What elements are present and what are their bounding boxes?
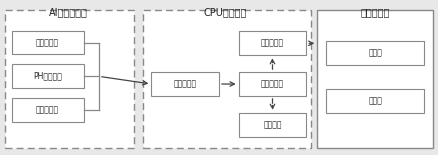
Bar	[12, 31, 84, 54]
Text: AI信号处理端: AI信号处理端	[49, 7, 88, 17]
Bar	[143, 10, 311, 148]
Text: 控制开关组: 控制开关组	[261, 39, 284, 48]
Bar	[12, 98, 84, 122]
Bar	[5, 10, 134, 148]
Text: 流量传感器: 流量传感器	[36, 106, 59, 115]
Text: 报警输出端: 报警输出端	[360, 7, 389, 17]
Bar	[239, 113, 306, 137]
Bar	[151, 72, 219, 96]
Text: 数据转据器: 数据转据器	[173, 80, 197, 89]
Text: 调试接头: 调试接头	[263, 120, 282, 129]
Text: 警示灯: 警示灯	[368, 96, 382, 105]
Bar	[326, 89, 424, 113]
Bar	[12, 64, 84, 88]
Bar	[326, 41, 424, 65]
Text: PH值检测仪: PH值检测仪	[33, 72, 62, 81]
Bar	[317, 10, 433, 148]
Bar	[239, 31, 306, 55]
Bar	[239, 72, 306, 96]
Text: 蜂鸣器: 蜂鸣器	[368, 49, 382, 58]
Text: CPU处理器端: CPU处理器端	[204, 7, 247, 17]
Text: 中央处理器: 中央处理器	[261, 80, 284, 89]
Text: 压力传感器: 压力传感器	[36, 38, 59, 47]
